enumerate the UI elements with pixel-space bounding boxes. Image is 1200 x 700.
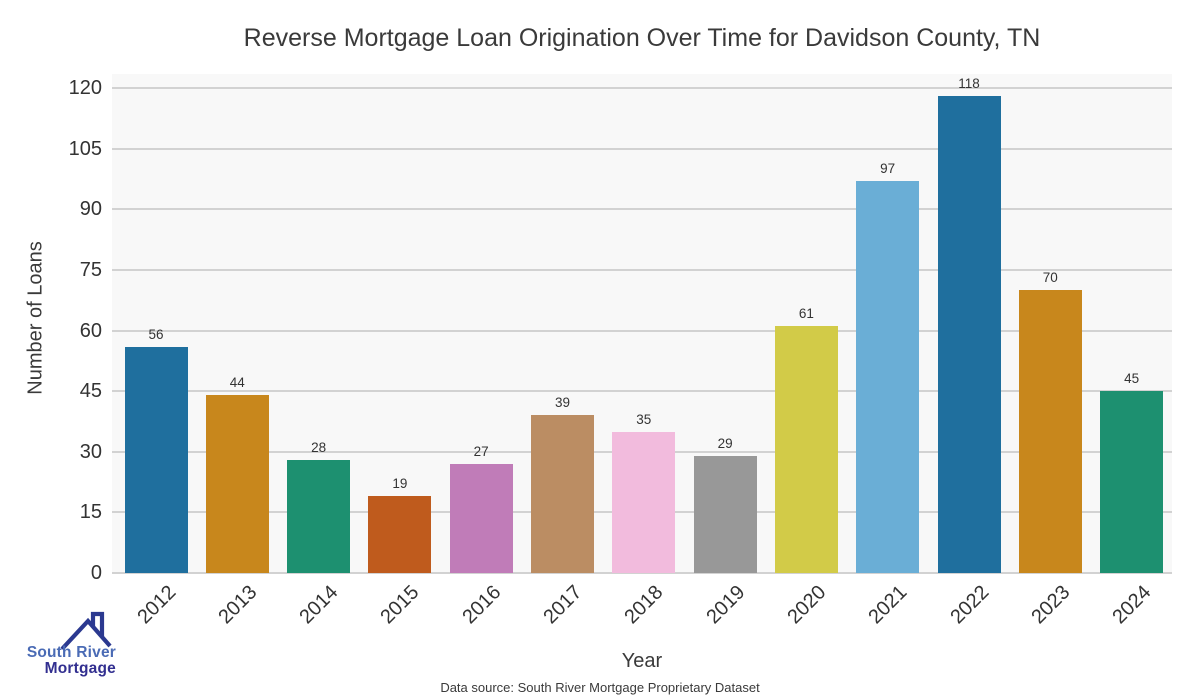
logo-south-river-mortgage: South River Mortgage [16, 606, 120, 682]
gridline [112, 147, 1172, 150]
house-roof-icon [60, 611, 112, 651]
bar [612, 431, 676, 573]
bar [287, 459, 351, 573]
y-tick-label: 0 [90, 562, 102, 584]
bar [449, 463, 513, 573]
data-source-note: Data source: South River Mortgage Propri… [440, 680, 760, 695]
y-tick-label: 30 [79, 440, 102, 463]
bar-value-label: 45 [1124, 371, 1140, 387]
bar [1018, 290, 1082, 573]
bar [531, 415, 594, 573]
x-tick-label: 2021 [864, 581, 912, 629]
chart-title: Reverse Mortgage Loan Origination Over T… [243, 24, 1041, 52]
y-tick-label: 15 [79, 501, 102, 524]
bar-value-label: 19 [392, 476, 408, 492]
plot-area: 56 44 28 19 27 39 35 29 61 97 118 70 45 [112, 74, 1172, 574]
x-tick-label: 2017 [539, 581, 587, 629]
bar-value-label: 35 [636, 411, 652, 427]
bar [856, 180, 920, 573]
bar-value-label: 29 [717, 435, 733, 451]
x-tick-label: 2023 [1027, 581, 1075, 629]
y-tick-label: 75 [79, 258, 102, 281]
bar [693, 455, 757, 573]
bar-value-label: 27 [473, 443, 489, 459]
x-tick-label: 2019 [701, 581, 749, 629]
bar-value-label: 61 [798, 306, 814, 322]
bar [1100, 391, 1164, 573]
x-tick-label: 2012 [132, 581, 180, 629]
y-tick-label: 60 [79, 319, 102, 342]
gridline [112, 329, 1172, 332]
y-tick-label: 90 [79, 198, 102, 221]
x-tick-label: 2013 [214, 581, 262, 629]
logo-line1: South River [26, 644, 116, 661]
bar-value-label: 118 [958, 76, 980, 92]
bar [937, 96, 1001, 573]
bar-value-label: 44 [229, 375, 245, 391]
y-tick-label: 120 [68, 77, 102, 99]
gridline [112, 87, 1172, 89]
bar-value-label: 39 [554, 395, 571, 411]
gridline [112, 390, 1172, 393]
bar-value-label: 97 [880, 160, 896, 176]
bar [124, 346, 188, 573]
x-tick-label: 2020 [783, 581, 831, 629]
x-tick-label: 2015 [376, 581, 424, 629]
x-tick-label: 2022 [945, 581, 993, 629]
gridline [112, 268, 1172, 271]
y-tick-label: 45 [79, 380, 102, 403]
bar [368, 496, 432, 573]
bar [774, 326, 838, 573]
gridline [112, 208, 1172, 211]
x-tick-label: 2016 [458, 581, 506, 629]
bar [205, 395, 269, 573]
y-tick-label: 105 [68, 137, 102, 160]
x-tick-label: 2014 [295, 581, 343, 629]
gridline [112, 572, 1172, 574]
bar-value-label: 56 [148, 326, 164, 342]
x-axis-label: Year [621, 650, 663, 672]
bar-value-label: 28 [311, 439, 327, 455]
x-tick-label: 2024 [1108, 581, 1156, 629]
bar-value-label: 70 [1042, 270, 1058, 286]
x-tick-label: 2018 [620, 581, 668, 629]
logo-line2: Mortgage [44, 660, 116, 677]
